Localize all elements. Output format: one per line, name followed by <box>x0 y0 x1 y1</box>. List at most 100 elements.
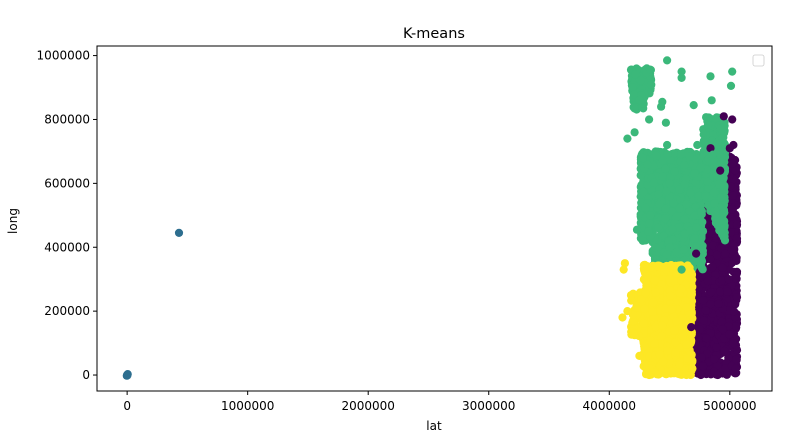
cluster-purple-point <box>706 300 715 309</box>
cluster-purple-point <box>712 343 721 352</box>
cluster-yellow-point <box>665 275 674 284</box>
cluster-purple-point <box>730 274 740 283</box>
cluster-green-point <box>665 243 675 252</box>
cluster-purple-point <box>714 299 723 308</box>
cluster-green-point <box>716 124 726 133</box>
cluster-green-point <box>675 204 684 213</box>
cluster-green-point <box>667 207 676 216</box>
cluster-green-point <box>686 188 695 198</box>
cluster-purple-point <box>718 263 727 272</box>
cluster-yellow-point <box>641 277 650 286</box>
cluster-green-point <box>718 134 727 143</box>
cluster-green-point <box>655 200 664 209</box>
cluster-green-point <box>704 120 713 129</box>
cluster-yellow-point <box>650 276 659 285</box>
cluster-purple-point <box>706 144 715 153</box>
cluster-green-point <box>649 178 659 187</box>
cluster-green-point <box>680 230 690 239</box>
y-tick-label: 600000 <box>44 176 90 190</box>
cluster-purple-point <box>702 334 711 343</box>
cluster-green-point <box>698 227 708 236</box>
cluster-green-point <box>717 193 726 202</box>
cluster-green-point <box>658 172 667 181</box>
cluster-green-point <box>711 210 720 219</box>
cluster-green-point <box>631 70 640 79</box>
cluster-green-point <box>638 236 647 245</box>
cluster-green-point <box>690 211 700 220</box>
cluster-green-point <box>652 151 661 160</box>
cluster-yellow-point <box>667 367 676 376</box>
cluster-green-point <box>711 218 721 227</box>
y-tick-label: 200000 <box>44 304 90 318</box>
cluster-yellow-point <box>658 321 667 330</box>
cluster-green-point <box>647 80 656 89</box>
cluster-green-point <box>711 157 720 166</box>
cluster-yellow-point <box>667 262 676 272</box>
cluster-yellow-point <box>677 284 686 293</box>
cluster-purple-point <box>721 249 730 258</box>
cluster-yellow-point <box>683 354 692 363</box>
cluster-yellow-point <box>670 326 679 335</box>
cluster-green-point <box>645 115 654 124</box>
cluster-green-point <box>661 118 671 127</box>
cluster-green-point <box>717 157 726 166</box>
cluster-yellow-point <box>686 290 696 299</box>
cluster-purple-point <box>716 166 725 175</box>
cluster-green-point <box>677 73 686 82</box>
cluster-yellow-point <box>618 313 627 322</box>
cluster-green-point <box>693 140 702 150</box>
cluster-purple-point <box>725 330 734 339</box>
cluster-purple-point <box>725 144 734 153</box>
cluster-green-point <box>680 161 689 170</box>
x-tick-label: 4000000 <box>583 399 636 413</box>
cluster-yellow-point <box>675 360 684 369</box>
cluster-yellow-point <box>688 364 697 373</box>
x-axis-label: lat <box>426 419 442 433</box>
cluster-purple-point <box>692 249 701 258</box>
cluster-green-point <box>720 181 729 190</box>
cluster-yellow-point <box>629 329 638 338</box>
cluster-purple-point <box>716 287 725 296</box>
cluster-yellow-point <box>655 350 664 359</box>
cluster-purple-point <box>699 296 708 305</box>
cluster-purple-point <box>701 306 710 315</box>
cluster-purple-point <box>732 253 741 262</box>
cluster-yellow-point <box>671 348 681 357</box>
cluster-green-point <box>726 81 736 90</box>
cluster-green-point <box>703 177 712 186</box>
cluster-purple-point <box>703 276 713 286</box>
cluster-purple-point <box>731 299 740 308</box>
cluster-green-point <box>661 214 670 223</box>
cluster-green-point <box>654 190 663 199</box>
cluster-green-point <box>698 246 708 255</box>
cluster-yellow-point <box>650 339 659 348</box>
cluster-green-point <box>658 156 668 165</box>
cluster-purple-point <box>687 323 696 332</box>
cluster-green-point <box>698 217 707 227</box>
cluster-purple-point <box>724 275 733 284</box>
cluster-green-point <box>701 192 710 201</box>
cluster-yellow-point <box>635 351 644 360</box>
cluster-purple-point <box>720 346 729 356</box>
cluster-purple-point <box>712 250 722 260</box>
cluster-yellow-point <box>653 262 662 271</box>
cluster-purple-point <box>732 234 742 243</box>
cluster-purple-point <box>710 355 719 364</box>
cluster-green-point <box>661 164 670 173</box>
cluster-green-point <box>637 180 646 189</box>
cluster-yellow-point <box>651 288 660 297</box>
cluster-purple-point <box>719 112 728 121</box>
cluster-yellow-point <box>620 259 630 268</box>
cluster-green-point <box>638 153 648 163</box>
cluster-purple-point <box>730 307 739 316</box>
cluster-yellow-point <box>626 291 636 300</box>
cluster-green-point <box>663 140 672 150</box>
cluster-yellow-point <box>637 295 646 304</box>
cluster-purple-point <box>728 115 737 124</box>
cluster-green-point <box>629 90 639 99</box>
cluster-green-point <box>668 225 677 234</box>
cluster-purple-point <box>708 262 717 271</box>
cluster-yellow-point <box>632 303 641 312</box>
cluster-purple-point <box>707 229 716 238</box>
